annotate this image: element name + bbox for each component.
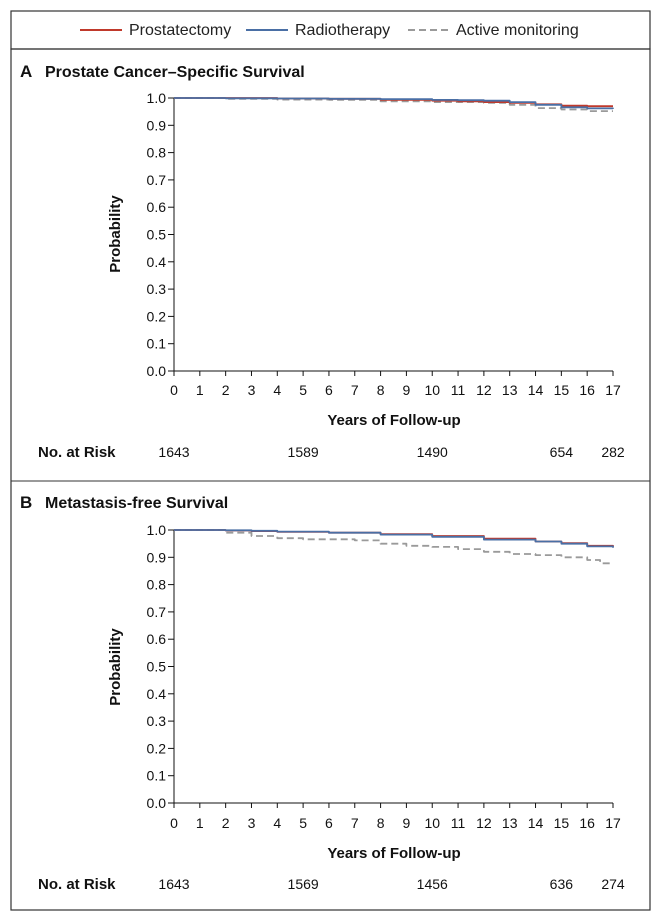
panel-a-x-tick-label: 10	[424, 382, 440, 398]
panel-b-x-tick-label: 1	[196, 815, 204, 831]
panel-a-y-tick-label: 0.5	[147, 227, 167, 243]
panel-b-risk-value: 636	[550, 876, 574, 892]
panel-a-risk-value: 654	[550, 444, 574, 460]
panel-b-curve-active-monitoring	[174, 529, 614, 565]
panel-b-x-tick-label: 0	[170, 815, 178, 831]
panel-a-letter: A	[20, 62, 32, 81]
panel-b-y-tick-label: 0.1	[147, 768, 167, 784]
panel-b-risk-row: 1643 1569 1456 636 274	[158, 876, 624, 892]
panel-a-risk-label: No. at Risk	[38, 444, 116, 461]
legend-item-prostatectomy: Prostatectomy	[80, 22, 231, 39]
panel-b-x-tick-label: 10	[424, 815, 440, 831]
panel-a-risk-value: 282	[601, 444, 625, 460]
panel-b-x-tick-label: 7	[351, 815, 359, 831]
panel-b-y-tick-label: 0.9	[147, 549, 167, 565]
panel-a-x-tick-label: 4	[273, 382, 281, 398]
panel-b-x-tick-label: 14	[528, 815, 544, 831]
legend-label-active-monitoring: Active monitoring	[456, 22, 579, 39]
panel-a-curve-radiotherapy	[174, 97, 614, 110]
panel-a-y-tick-label: 1.0	[147, 90, 167, 106]
panel-b-x-tick-label: 8	[377, 815, 385, 831]
panel-b-x-tick-label: 6	[325, 815, 333, 831]
panel-b-y-tick-label: 0.7	[147, 604, 167, 620]
panel-b-risk-value: 1569	[288, 876, 319, 892]
panel-a-x-tick-label: 11	[451, 382, 466, 398]
panel-b-y-tick-label: 0.5	[147, 659, 167, 675]
panel-a-x-axis-title: Years of Follow-up	[327, 412, 460, 429]
legend: Prostatectomy Radiotherapy Active monito…	[10, 10, 651, 50]
panel-b-x-tick-label: 5	[299, 815, 307, 831]
panel-a-y-tick-label: 0.1	[147, 336, 167, 352]
panel-a-x-tick-label: 17	[605, 382, 621, 398]
panel-b-x-tick-label: 16	[579, 815, 595, 831]
panel-a-x-tick-label: 8	[377, 382, 385, 398]
legend-label-prostatectomy: Prostatectomy	[129, 22, 231, 39]
panel-b-x-tick-label: 12	[476, 815, 492, 831]
panel-b: B Metastasis-free Survival 0.0 0.1 0.2 0.3 0…	[20, 493, 625, 893]
panel-b-risk-value: 1643	[158, 876, 189, 892]
panel-a-y-tick-label: 0.3	[147, 281, 167, 297]
panel-a-x-tick-label: 14	[528, 382, 544, 398]
panel-b-x-tick-label: 3	[248, 815, 256, 831]
panel-a-y-tick-label: 0.2	[147, 308, 167, 324]
panel-a-plot: 0.00.10.20.30.40.50.60.70.80.91.00 1 2 3 4 5 6…	[147, 90, 621, 398]
panel-b-letter: B	[20, 493, 32, 512]
panel-a-risk-value: 1643	[158, 444, 189, 460]
panel-b-y-tick-label: 0.2	[147, 740, 167, 756]
panel-a-x-tick-label: 6	[325, 382, 333, 398]
panel-a-y-tick-label: 0.0	[147, 363, 167, 379]
panel-b-x-tick-label: 2	[222, 815, 230, 831]
panel-a-risk-value: 1490	[417, 444, 448, 460]
panel-a-title: Prostate Cancer–Specific Survival	[45, 64, 305, 81]
panel-b-x-tick-label: 11	[451, 815, 466, 831]
panel-a-y-tick-label: 0.4	[147, 254, 167, 270]
panel-b-y-tick-label: 0.8	[147, 577, 167, 593]
panel-a-y-tick-label: 0.6	[147, 199, 167, 215]
panel-a: A Prostate Cancer–Specific Survival 0.00…	[20, 62, 625, 461]
panel-a-x-tick-label: 7	[351, 382, 359, 398]
legend-label-radiotherapy: Radiotherapy	[295, 22, 390, 39]
panel-a-x-tick-label: 16	[579, 382, 595, 398]
legend-item-radiotherapy: Radiotherapy	[246, 22, 390, 39]
panel-b-y-tick-label: 0.3	[147, 713, 167, 729]
panel-a-x-tick-label: 13	[502, 382, 518, 398]
figure-frame	[10, 48, 651, 911]
panel-b-risk-value: 274	[601, 876, 625, 892]
panel-a-x-tick-label: 0	[170, 382, 178, 398]
panel-a-x-tick-label: 12	[476, 382, 492, 398]
panel-b-y-tick-label: 0.4	[147, 686, 167, 702]
panel-b-curve-radiotherapy	[174, 529, 614, 548]
panel-b-x-tick-label: 9	[403, 815, 411, 831]
panel-a-x-tick-label: 1	[196, 382, 204, 398]
panel-b-x-tick-label: 13	[502, 815, 518, 831]
panel-b-x-axis-title: Years of Follow-up	[327, 845, 460, 862]
panel-b-x-tick-label: 15	[554, 815, 570, 831]
panel-b-y-tick-label: 1.0	[147, 522, 167, 538]
panel-b-title: Metastasis-free Survival	[45, 495, 228, 512]
panel-a-x-tick-label: 2	[222, 382, 230, 398]
panel-b-risk-label: No. at Risk	[38, 876, 116, 893]
panel-a-y-tick-label: 0.7	[147, 172, 167, 188]
panel-b-x-tick-label: 4	[273, 815, 281, 831]
panel-a-risk-value: 1589	[288, 444, 319, 460]
panel-b-y-tick-label: 0.6	[147, 631, 167, 647]
panel-b-x-tick-label: 17	[605, 815, 621, 831]
panel-a-y-tick-label: 0.8	[147, 145, 167, 161]
panel-a-risk-row: 1643 1589 1490 654 282	[158, 444, 624, 460]
legend-item-active-monitoring: Active monitoring	[408, 22, 579, 39]
panel-b-risk-value: 1456	[417, 876, 448, 892]
panel-a-x-tick-label: 3	[248, 382, 256, 398]
panel-a-y-axis-title: Probability	[107, 195, 124, 273]
panel-a-x-tick-label: 15	[554, 382, 570, 398]
panel-a-y-tick-label: 0.9	[147, 117, 167, 133]
panel-a-x-tick-label: 5	[299, 382, 307, 398]
panel-b-plot: 0.00.10.20.30.40.50.60.70.80.91.00 1 2 3 4 5 6…	[147, 522, 621, 831]
panel-a-x-tick-label: 9	[403, 382, 411, 398]
panel-b-y-axis-title: Probability	[107, 628, 124, 706]
panel-b-y-tick-label: 0.0	[147, 795, 167, 811]
